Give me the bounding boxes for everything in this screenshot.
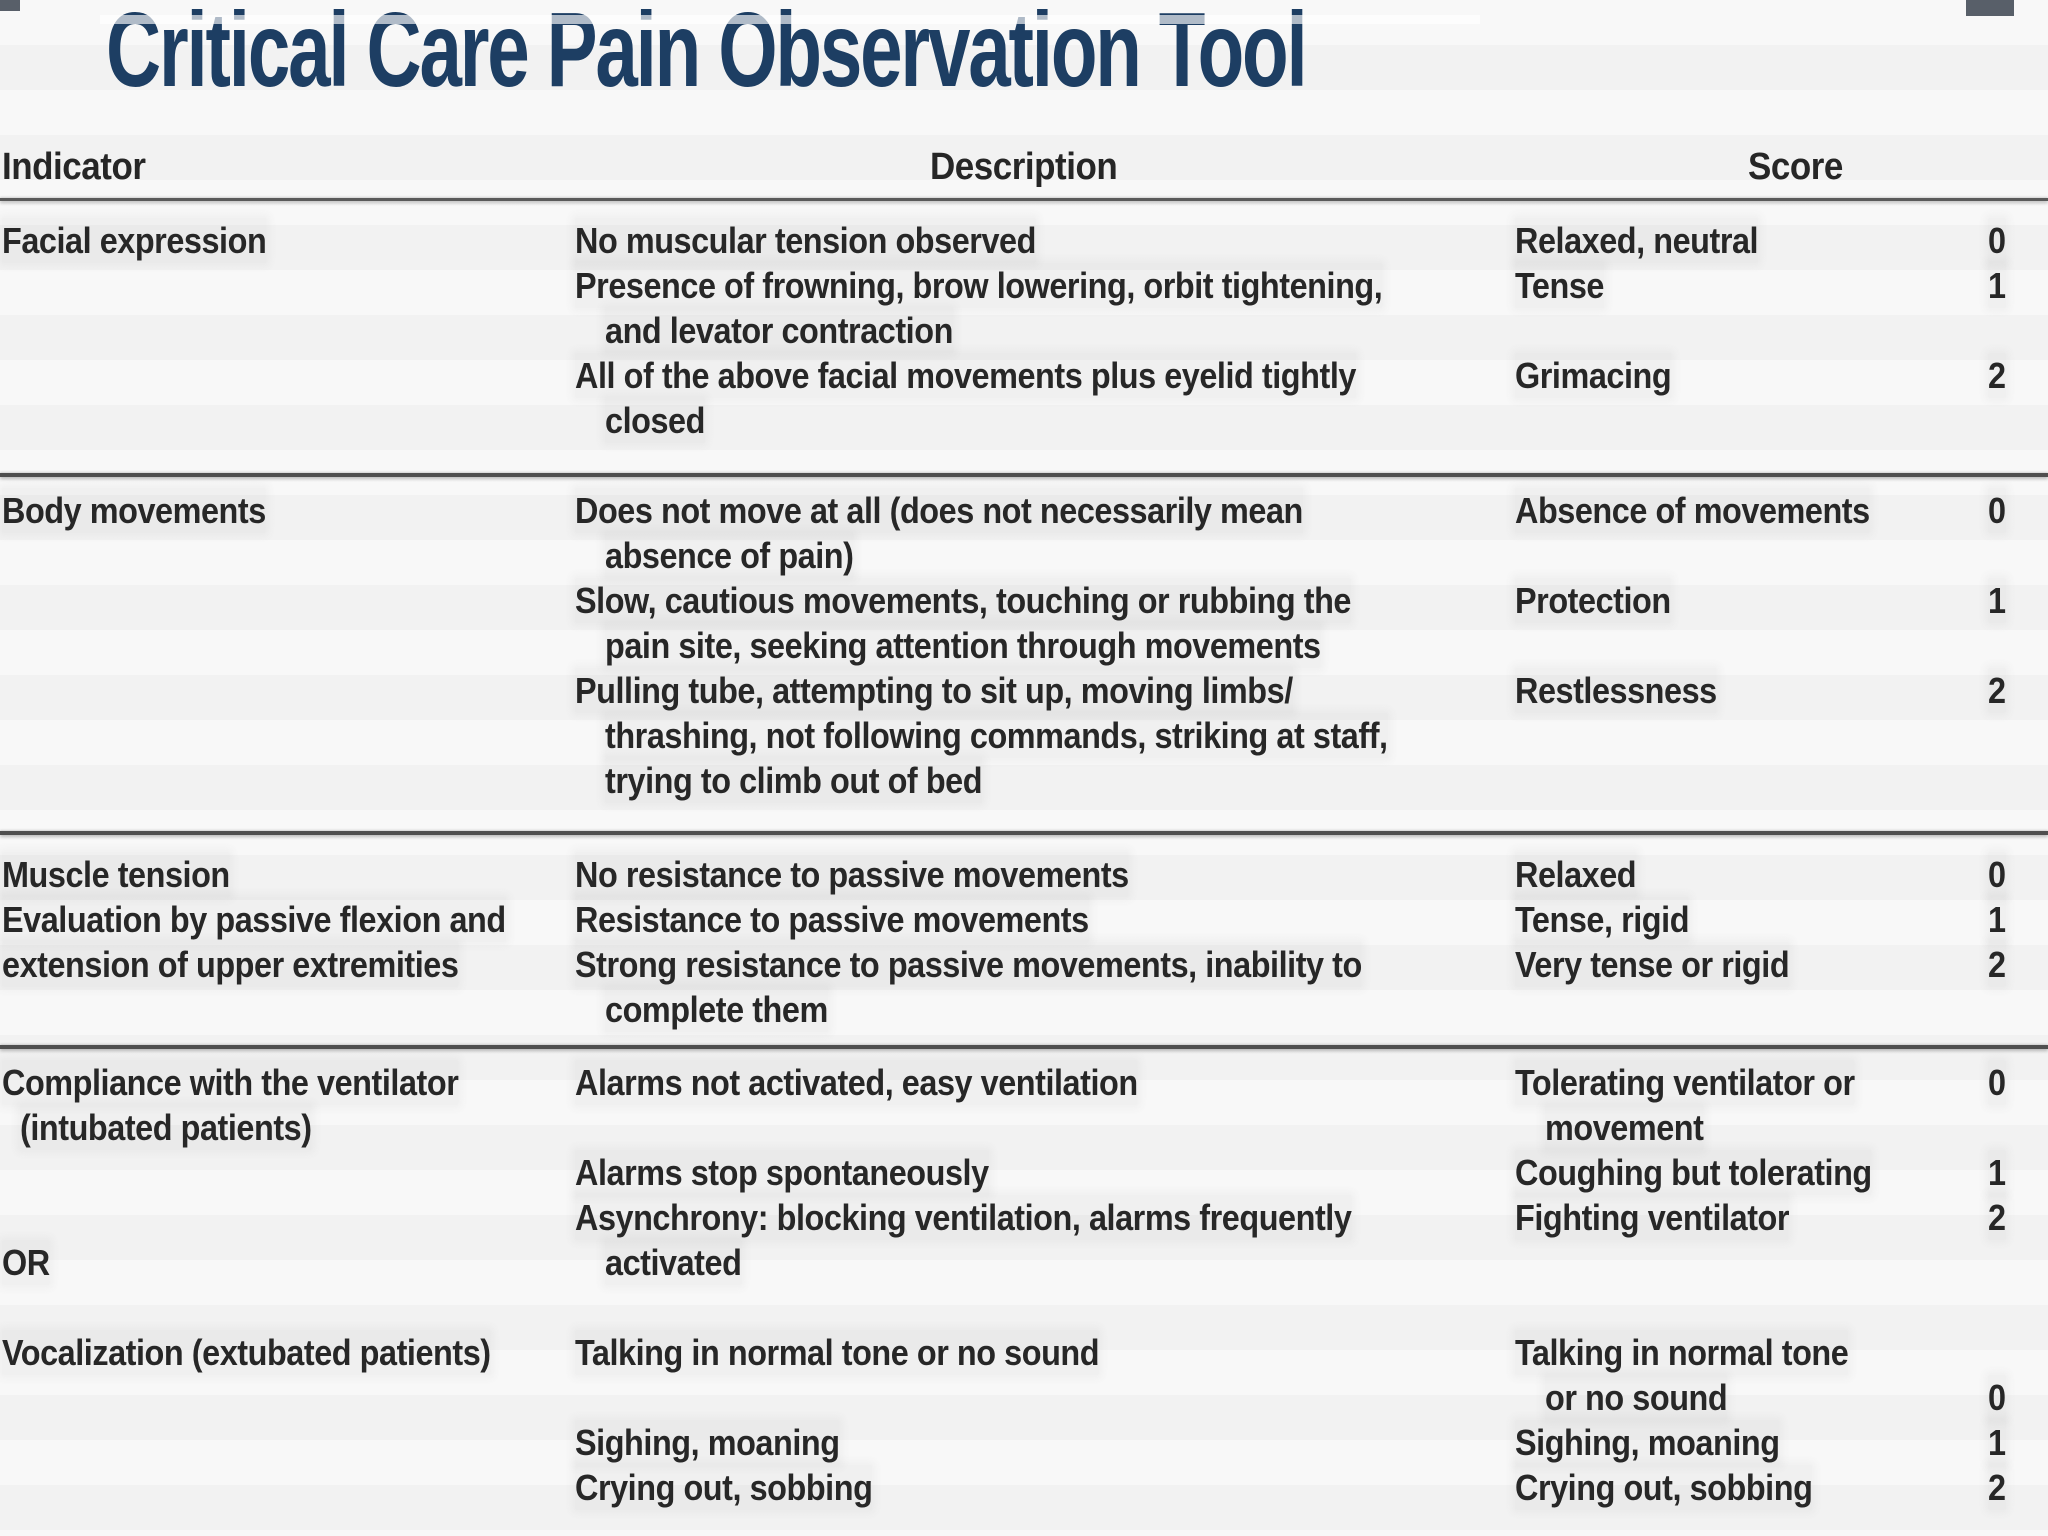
indicator-cell-line: Body movements [2,488,266,533]
score-label-line: Protection [1515,578,1671,623]
description-cell-line: All of the above facial movements plus e… [575,353,1356,398]
ind-column: Compliance with the ventilator (intubated… [2,1060,575,1510]
score-label-line: Tense, rigid [1515,897,1690,942]
score-value: 2 [1988,1195,2006,1240]
score-value: 0 [1988,1060,2006,1105]
description-cell-line: activated [605,1240,742,1285]
description-cell-line: Crying out, sobbing [575,1465,873,1510]
indicator-cell-line: Evaluation by passive flexion and [2,897,506,942]
score-label-line: Sighing, moaning [1515,1420,1780,1465]
column-header-indicator: Indicator [2,146,146,188]
header-divider [0,198,2048,201]
indicator-cell-line: Facial expression [2,218,267,263]
description-cell-line: Alarms stop spontaneously [575,1150,989,1195]
desc-column: Alarms not activated, easy ventilation Al… [575,1060,1515,1510]
description-cell-line: absence of pain) [605,533,854,578]
description-cell-line: trying to climb out of bed [605,758,983,803]
score-label-line: Tense [1515,263,1604,308]
score-label-line: Restlessness [1515,668,1717,713]
score-value: 1 [1988,578,2006,623]
scan-artifact-mark [1966,0,2014,16]
score-value: 0 [1988,488,2006,533]
label-column: Tolerating ventilator or movement Coughing… [1515,1060,1985,1510]
indicator-cell-line: OR [2,1240,50,1285]
description-cell-line: and levator contraction [605,308,953,353]
label-column: Relaxed Tense, rigid Very tense or rigid [1515,852,1985,1032]
description-cell-line: pain site, seeking attention through mov… [605,623,1321,668]
description-cell-line: Talking in normal tone or no sound [575,1330,1100,1375]
description-cell-line: Does not move at all (does not necessari… [575,488,1303,533]
description-cell-line: Slow, cautious movements, touching or ru… [575,578,1351,623]
score-label-line: Relaxed [1515,852,1637,897]
description-cell-line: Asynchrony: blocking ventilation, alarms… [575,1195,1352,1240]
description-cell-line: Sighing, moaning [575,1420,840,1465]
desc-column: Does not move at all (does not necessari… [575,488,1515,803]
score-label-line: Crying out, sobbing [1515,1465,1813,1510]
column-header-description: Description [930,146,1118,188]
label-column: Relaxed, neutral Tense Grimacing [1515,218,1985,443]
ind-column: Muscle tension Evaluation by passive flex… [2,852,575,1032]
score-label-line: Talking in normal tone [1515,1330,1849,1375]
description-cell-line: No muscular tension observed [575,218,1036,263]
score-value: 2 [1988,668,2006,713]
section-divider [0,473,2048,477]
score-value: 1 [1988,263,2006,308]
description-cell-line: Strong resistance to passive movements, … [575,942,1362,987]
desc-column: No resistance to passive movements Resist… [575,852,1515,1032]
score-value: 1 [1988,1150,2006,1195]
indicator-cell-line: Muscle tension [2,852,230,897]
score-value: 2 [1988,1465,2006,1510]
section-divider [0,831,2048,835]
score-label-line: or no sound [1545,1375,1728,1420]
section-divider [0,1045,2048,1049]
indicator-cell-line: (intubated patients) [20,1105,312,1150]
indicator-cell-line: extension of upper extremities [2,942,459,987]
description-cell-line: Presence of frowning, brow lowering, orb… [575,263,1383,308]
score-label-line: Coughing but tolerating [1515,1150,1872,1195]
description-cell-line: closed [605,398,705,443]
description-cell-line: Alarms not activated, easy ventilation [575,1060,1138,1105]
desc-column: No muscular tension observed Presence of … [575,218,1515,443]
ind-column: Body movements [2,488,575,803]
score-value: 2 [1988,942,2006,987]
description-cell-line: complete them [605,987,828,1032]
description-cell-line: Pulling tube, attempting to sit up, movi… [575,668,1293,713]
scan-artifact-mark [0,0,20,11]
indicator-cell-line: Compliance with the ventilator [2,1060,459,1105]
score-value: 0 [1988,218,2006,263]
column-header-score: Score [1748,146,1843,188]
score-value: 1 [1988,897,2006,942]
score-label-line: Absence of movements [1515,488,1870,533]
table-header-row: Indicator Description Score [0,146,2048,191]
description-cell-line: No resistance to passive movements [575,852,1129,897]
score-value: 1 [1988,1420,2006,1465]
score-label-line: movement [1545,1105,1704,1150]
ind-column: Facial expression [2,218,575,443]
scan-artifact-stripe [100,15,1480,24]
description-cell-line: Resistance to passive movements [575,897,1089,942]
score-number-column: 0 1 2 [1988,488,2046,803]
label-column: Absence of movements Protection Restlessne… [1515,488,1985,803]
score-value: 0 [1988,852,2006,897]
description-cell-line: thrashing, not following commands, strik… [605,713,1388,758]
score-label-line: Very tense or rigid [1515,942,1790,987]
score-value: 0 [1988,1375,2006,1420]
score-value: 2 [1988,353,2006,398]
score-label-line: Relaxed, neutral [1515,218,1759,263]
indicator-cell-line: Vocalization (extubated patients) [2,1330,491,1375]
score-label-line: Fighting ventilator [1515,1195,1790,1240]
score-label-line: Tolerating ventilator or [1515,1060,1855,1105]
score-label-line: Grimacing [1515,353,1672,398]
